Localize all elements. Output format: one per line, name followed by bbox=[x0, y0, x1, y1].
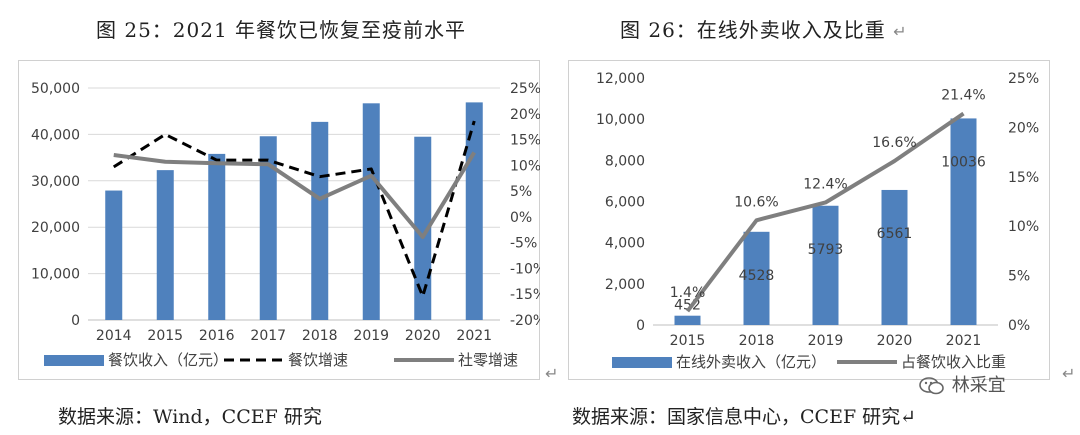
left-chart: 0 10,000 20,000 30,000 40,000 50,000 -20% -15% -… bbox=[18, 60, 540, 380]
x-tick-label: 2020 bbox=[877, 333, 913, 349]
legend-label: 在线外卖收入（亿元） bbox=[676, 353, 826, 371]
y-left-tick-label: 12,000 bbox=[596, 71, 645, 87]
legend-label: 社零增速 bbox=[458, 351, 518, 369]
y-left-tick-label: 40,000 bbox=[31, 127, 80, 143]
right-chart-return-mark: ↵ bbox=[1062, 364, 1076, 383]
x-tick-label: 2017 bbox=[250, 328, 286, 344]
right-chart: 0 2,000 4,000 6,000 8,000 10,000 12,000 0% 5% 10%… bbox=[568, 60, 1050, 380]
bar-data-label: 6561 bbox=[877, 226, 913, 242]
bar-2018 bbox=[311, 121, 329, 320]
x-tick-label: 2015 bbox=[670, 333, 706, 349]
y-left-tick-label: 4,000 bbox=[605, 236, 645, 252]
y-left-tick-label: 6,000 bbox=[605, 195, 645, 211]
x-tick-label: 2019 bbox=[353, 328, 389, 344]
y-right-tick-label: -20% bbox=[510, 313, 540, 329]
bar-2015 bbox=[156, 170, 174, 320]
bar-2019 bbox=[812, 205, 839, 325]
bar-2018 bbox=[743, 231, 770, 325]
y-left-tick-label: 20,000 bbox=[31, 220, 80, 236]
legend-label: 餐饮增速 bbox=[288, 351, 348, 369]
bar-2020 bbox=[414, 136, 432, 320]
y-left-tick-label: 10,000 bbox=[31, 267, 80, 283]
y-right-tick-label: 5% bbox=[510, 184, 532, 200]
bar-2021 bbox=[950, 118, 977, 326]
x-tick-label: 2019 bbox=[808, 333, 844, 349]
y-right-tick-label: 10% bbox=[510, 158, 540, 174]
legend-swatch-bar bbox=[612, 357, 672, 368]
series-line-solid bbox=[685, 111, 965, 313]
y-left-tick-label: 0 bbox=[71, 313, 80, 329]
y-right-tick-label: 5% bbox=[1008, 269, 1030, 285]
y-right-tick-label: 10% bbox=[1008, 219, 1039, 235]
x-tick-label: 2018 bbox=[302, 328, 338, 344]
y-right-tick-label: 20% bbox=[510, 107, 540, 123]
x-tick-label: 2014 bbox=[96, 328, 132, 344]
left-source-note: 数据来源：Wind，CCEF 研究 bbox=[58, 406, 322, 428]
y-left-tick-label: 30,000 bbox=[31, 174, 80, 190]
line-data-label: 16.6% bbox=[872, 135, 916, 151]
bar-2015 bbox=[674, 315, 701, 325]
series-line-dashed bbox=[112, 120, 476, 298]
y-left-tick-label: 2,000 bbox=[605, 277, 645, 293]
x-tick-label: 2018 bbox=[739, 333, 775, 349]
y-right-tick-label: 15% bbox=[1008, 170, 1039, 186]
watermark: 林采宜 bbox=[918, 371, 1006, 397]
y-right-tick-label: 20% bbox=[1008, 120, 1039, 136]
legend-label: 餐饮收入（亿元） bbox=[108, 351, 228, 369]
bar-data-label: 10036 bbox=[941, 154, 986, 170]
left-figure-title: 图 25：2021 年餐饮已恢复至疫前水平 bbox=[96, 18, 467, 42]
right-title-return-mark: ↵ bbox=[893, 22, 908, 41]
line-data-label: 1.4% bbox=[670, 285, 706, 301]
x-tick-label: 2021 bbox=[946, 333, 982, 349]
line-data-label: 10.6% bbox=[734, 194, 778, 210]
line-data-label: 21.4% bbox=[941, 88, 985, 104]
wechat-icon bbox=[919, 377, 944, 395]
x-tick-label: 2015 bbox=[147, 328, 183, 344]
bar-data-label: 5793 bbox=[808, 242, 844, 258]
right-figure-title: 图 26：在线外卖收入及比重 ↵ bbox=[620, 14, 908, 43]
line-data-label: 12.4% bbox=[803, 176, 847, 192]
y-right-tick-label: -15% bbox=[510, 287, 540, 303]
bar-2016 bbox=[208, 153, 226, 320]
y-right-tick-label: 0% bbox=[1008, 318, 1030, 334]
bar-2019 bbox=[362, 103, 380, 320]
x-tick-label: 2020 bbox=[405, 328, 441, 344]
legend-swatch-bar bbox=[44, 355, 104, 366]
y-right-tick-label: 0% bbox=[510, 210, 532, 226]
bar-2020 bbox=[881, 189, 908, 325]
x-tick-label: 2016 bbox=[199, 328, 235, 344]
y-left-tick-label: 10,000 bbox=[596, 112, 645, 128]
bar-2021 bbox=[465, 102, 483, 320]
bar-2014 bbox=[105, 190, 123, 320]
x-tick-label: 2021 bbox=[456, 328, 492, 344]
y-left-tick-label: 50,000 bbox=[31, 81, 80, 97]
y-right-tick-label: -5% bbox=[510, 236, 537, 252]
right-figure-title-text: 图 26：在线外卖收入及比重 bbox=[620, 18, 886, 42]
watermark-text: 林采宜 bbox=[951, 375, 1006, 396]
left-chart-return-mark: ↵ bbox=[545, 364, 559, 383]
legend-label: 占餐饮收入比重 bbox=[901, 353, 1006, 371]
y-right-tick-label: 15% bbox=[510, 133, 540, 149]
y-right-tick-label: -10% bbox=[510, 261, 540, 277]
right-source-note: 数据来源：国家信息中心，CCEF 研究↵ bbox=[572, 406, 917, 428]
y-left-tick-label: 8,000 bbox=[605, 153, 645, 169]
y-left-tick-label: 0 bbox=[636, 318, 645, 334]
bar-data-label: 4528 bbox=[739, 268, 775, 284]
series-line-solid bbox=[113, 151, 476, 239]
bar-2017 bbox=[259, 136, 277, 320]
y-right-tick-label: 25% bbox=[510, 81, 540, 97]
y-right-tick-label: 25% bbox=[1008, 71, 1039, 87]
